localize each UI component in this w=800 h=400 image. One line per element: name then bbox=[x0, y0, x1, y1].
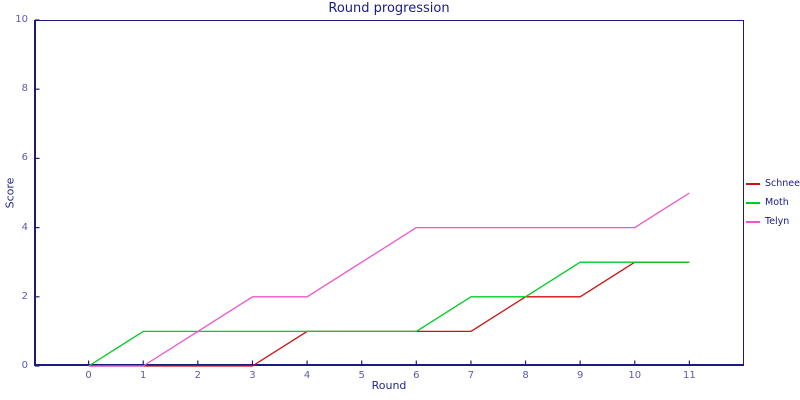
y-tick-label: 6 bbox=[21, 152, 28, 164]
x-tick-label: 9 bbox=[576, 370, 584, 381]
x-tick-label: 1 bbox=[140, 370, 147, 381]
x-tick-label: 5 bbox=[358, 370, 365, 381]
x-tick-label: 6 bbox=[413, 370, 420, 381]
series-line-telyn bbox=[88, 192, 690, 367]
axis-frame bbox=[34, 20, 744, 366]
legend-item-schnee: Schnee bbox=[746, 174, 800, 193]
series-line-schnee bbox=[88, 261, 690, 367]
y-tick-label: 2 bbox=[21, 290, 28, 302]
legend-label: Schnee bbox=[765, 178, 800, 189]
x-tick-label: 10 bbox=[628, 370, 642, 381]
series-line-moth bbox=[88, 261, 690, 367]
y-tick-label: 4 bbox=[21, 221, 28, 233]
chart-title: Round progression bbox=[328, 1, 450, 16]
x-tick-label: 7 bbox=[467, 370, 475, 381]
y-axis-label: Score bbox=[3, 177, 17, 209]
x-tick-label: 0 bbox=[85, 370, 92, 381]
y-tick-label: 10 bbox=[15, 14, 28, 25]
x-tick-label: 3 bbox=[249, 370, 256, 381]
y-tick-label: 0 bbox=[21, 360, 28, 371]
legend-swatch-icon bbox=[746, 182, 760, 185]
legend-label: Telyn bbox=[765, 216, 790, 227]
x-tick-label: 8 bbox=[522, 370, 529, 381]
x-tick-label: 2 bbox=[194, 370, 202, 381]
legend-item-telyn: Telyn bbox=[746, 212, 800, 231]
x-tick-label: 11 bbox=[683, 370, 696, 381]
y-tick-label: 8 bbox=[21, 83, 28, 95]
legend-swatch-icon bbox=[746, 220, 760, 223]
legend-item-moth: Moth bbox=[746, 193, 800, 212]
legend: Schnee Moth Telyn bbox=[746, 174, 800, 231]
x-axis-label: Round bbox=[371, 379, 407, 392]
legend-swatch-icon bbox=[746, 201, 760, 204]
legend-label: Moth bbox=[765, 197, 789, 208]
x-tick-label: 4 bbox=[303, 370, 311, 381]
